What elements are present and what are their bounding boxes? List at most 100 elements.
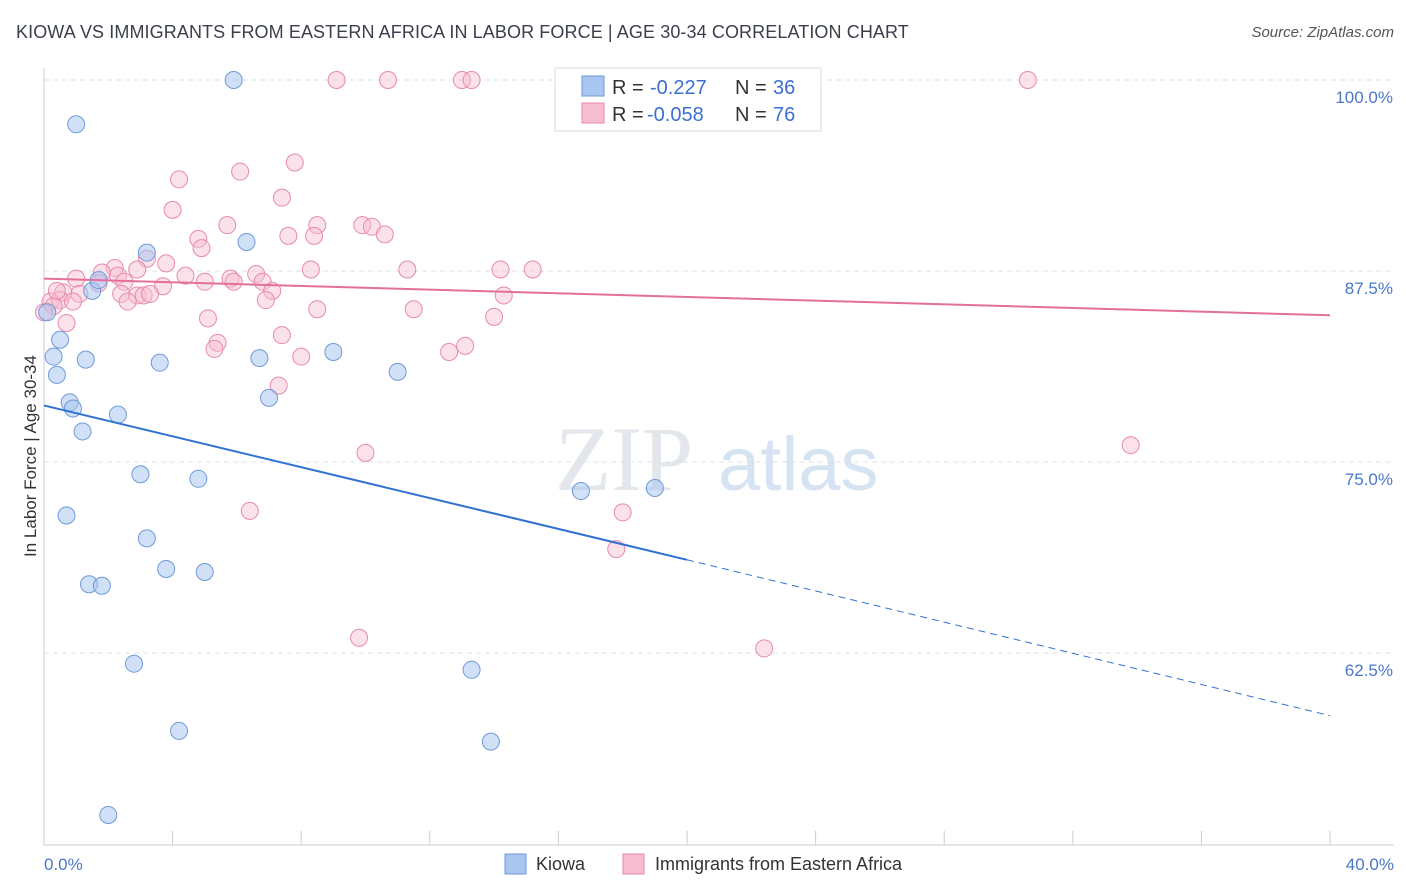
eastern-africa-point (350, 628, 369, 647)
eastern-africa-point (398, 260, 417, 279)
legend-kiowa-r-label: R = (612, 77, 644, 99)
eastern-africa-point (163, 200, 182, 219)
kiowa-point (645, 478, 664, 497)
bottom-legend-kiowa-label: Kiowa (536, 854, 586, 874)
x-tick-label-max: 40.0% (1346, 855, 1394, 874)
legend-kiowa-n-label: N = (735, 77, 767, 99)
kiowa-point (324, 342, 343, 361)
eastern-africa-point (1018, 71, 1037, 89)
kiowa-point (481, 732, 500, 751)
legend-eaf-r-value: -0.058 (647, 104, 704, 126)
eastern-africa-point (269, 376, 288, 395)
eastern-africa-point (218, 216, 237, 235)
eastern-africa-point (485, 307, 504, 326)
eastern-africa-point (613, 503, 632, 522)
kiowa-point (51, 330, 70, 349)
eastern-africa-point (134, 286, 153, 305)
eastern-africa-point (462, 71, 481, 89)
legend-kiowa-n-value: 36 (773, 77, 795, 99)
eastern-africa-point (272, 188, 291, 207)
eastern-africa-point (176, 266, 195, 285)
series-kiowa-points (38, 71, 664, 824)
kiowa-point (137, 529, 156, 548)
kiowa-point (170, 721, 189, 740)
eastern-africa-point (494, 286, 513, 305)
kiowa-point (150, 353, 169, 372)
eastern-africa-point (128, 260, 147, 279)
y-tick-label: 100.0% (1335, 88, 1393, 107)
eastern-africa-point (231, 162, 250, 181)
eastern-africa-point (1121, 436, 1140, 455)
kiowa-point (224, 71, 243, 89)
bottom-legend-eaf-label: Immigrants from Eastern Africa (655, 854, 903, 874)
kiowa-point (92, 576, 111, 595)
eastern-africa-point (118, 292, 137, 311)
eastern-africa-point (240, 501, 259, 520)
kiowa-point (44, 347, 63, 366)
eastern-africa-point (292, 347, 311, 366)
eastern-africa-point (755, 639, 774, 658)
y-tick-label: 62.5% (1345, 661, 1393, 680)
bottom-legend-eaf-swatch (622, 853, 645, 875)
eastern-africa-point (308, 300, 327, 319)
eastern-africa-point (157, 254, 176, 273)
kiowa-point (131, 465, 150, 484)
kiowa-point (237, 232, 256, 251)
x-axis-ticks (43, 831, 1331, 845)
bottom-legend-kiowa-swatch (504, 853, 527, 875)
eastern-africa-point (47, 281, 66, 300)
kiowa-point (195, 563, 214, 582)
kiowa-point (99, 805, 118, 824)
eastern-africa-trend-line (43, 277, 1331, 317)
eastern-africa-point (308, 216, 327, 235)
kiowa-point (38, 303, 57, 322)
kiowa-point (57, 506, 76, 525)
series-legend: Kiowa Immigrants from Eastern Africa (504, 853, 903, 875)
eastern-africa-point (327, 71, 346, 89)
eastern-africa-point (272, 326, 291, 345)
eastern-africa-point (112, 284, 131, 303)
kiowa-point (47, 365, 66, 384)
eastern-africa-point (375, 225, 394, 244)
y-axis-label: In Labor Force | Age 30-34 (21, 355, 40, 557)
kiowa-point (125, 654, 144, 673)
kiowa-point (388, 362, 407, 381)
eastern-africa-point (195, 272, 214, 291)
y-tick-label: 87.5% (1345, 279, 1393, 298)
eastern-africa-point (305, 226, 324, 245)
legend-eaf-n-label: N = (735, 104, 767, 126)
kiowa-trend-line (43, 404, 688, 561)
kiowa-point (571, 482, 590, 501)
legend-eaf-n-value: 76 (773, 104, 795, 126)
eastern-africa-point (247, 265, 266, 284)
source-credit: Source: ZipAtlas.com (1251, 24, 1394, 41)
eastern-africa-point (523, 260, 542, 279)
legend-eaf-swatch (581, 102, 605, 124)
eastern-africa-point (170, 170, 189, 189)
eastern-africa-point (128, 286, 147, 305)
eastern-africa-point (57, 313, 76, 332)
kiowa-point (137, 243, 156, 262)
series-eastern-africa-points (35, 71, 1140, 658)
kiowa-point (260, 388, 279, 407)
trend-lines (43, 277, 1331, 717)
eastern-africa-point (301, 260, 320, 279)
kiowa-point (189, 469, 208, 488)
eastern-africa-point (198, 309, 217, 328)
eastern-africa-point (285, 153, 304, 172)
eastern-africa-point (404, 300, 423, 319)
kiowa-point (250, 349, 269, 368)
legend-kiowa-swatch (581, 75, 605, 97)
eastern-africa-point (205, 339, 224, 358)
eastern-africa-point (440, 342, 459, 361)
legend-eaf-r-label: R = (612, 104, 644, 126)
eastern-africa-point (224, 272, 243, 291)
eastern-africa-point (379, 71, 398, 89)
eastern-africa-point (256, 291, 275, 310)
kiowa-point (73, 422, 92, 441)
eastern-africa-point (356, 443, 375, 462)
eastern-africa-point (452, 71, 471, 89)
kiowa-point (157, 559, 176, 578)
correlation-legend: R = -0.227 N = 36 R = -0.058 N = 76 (554, 67, 822, 132)
